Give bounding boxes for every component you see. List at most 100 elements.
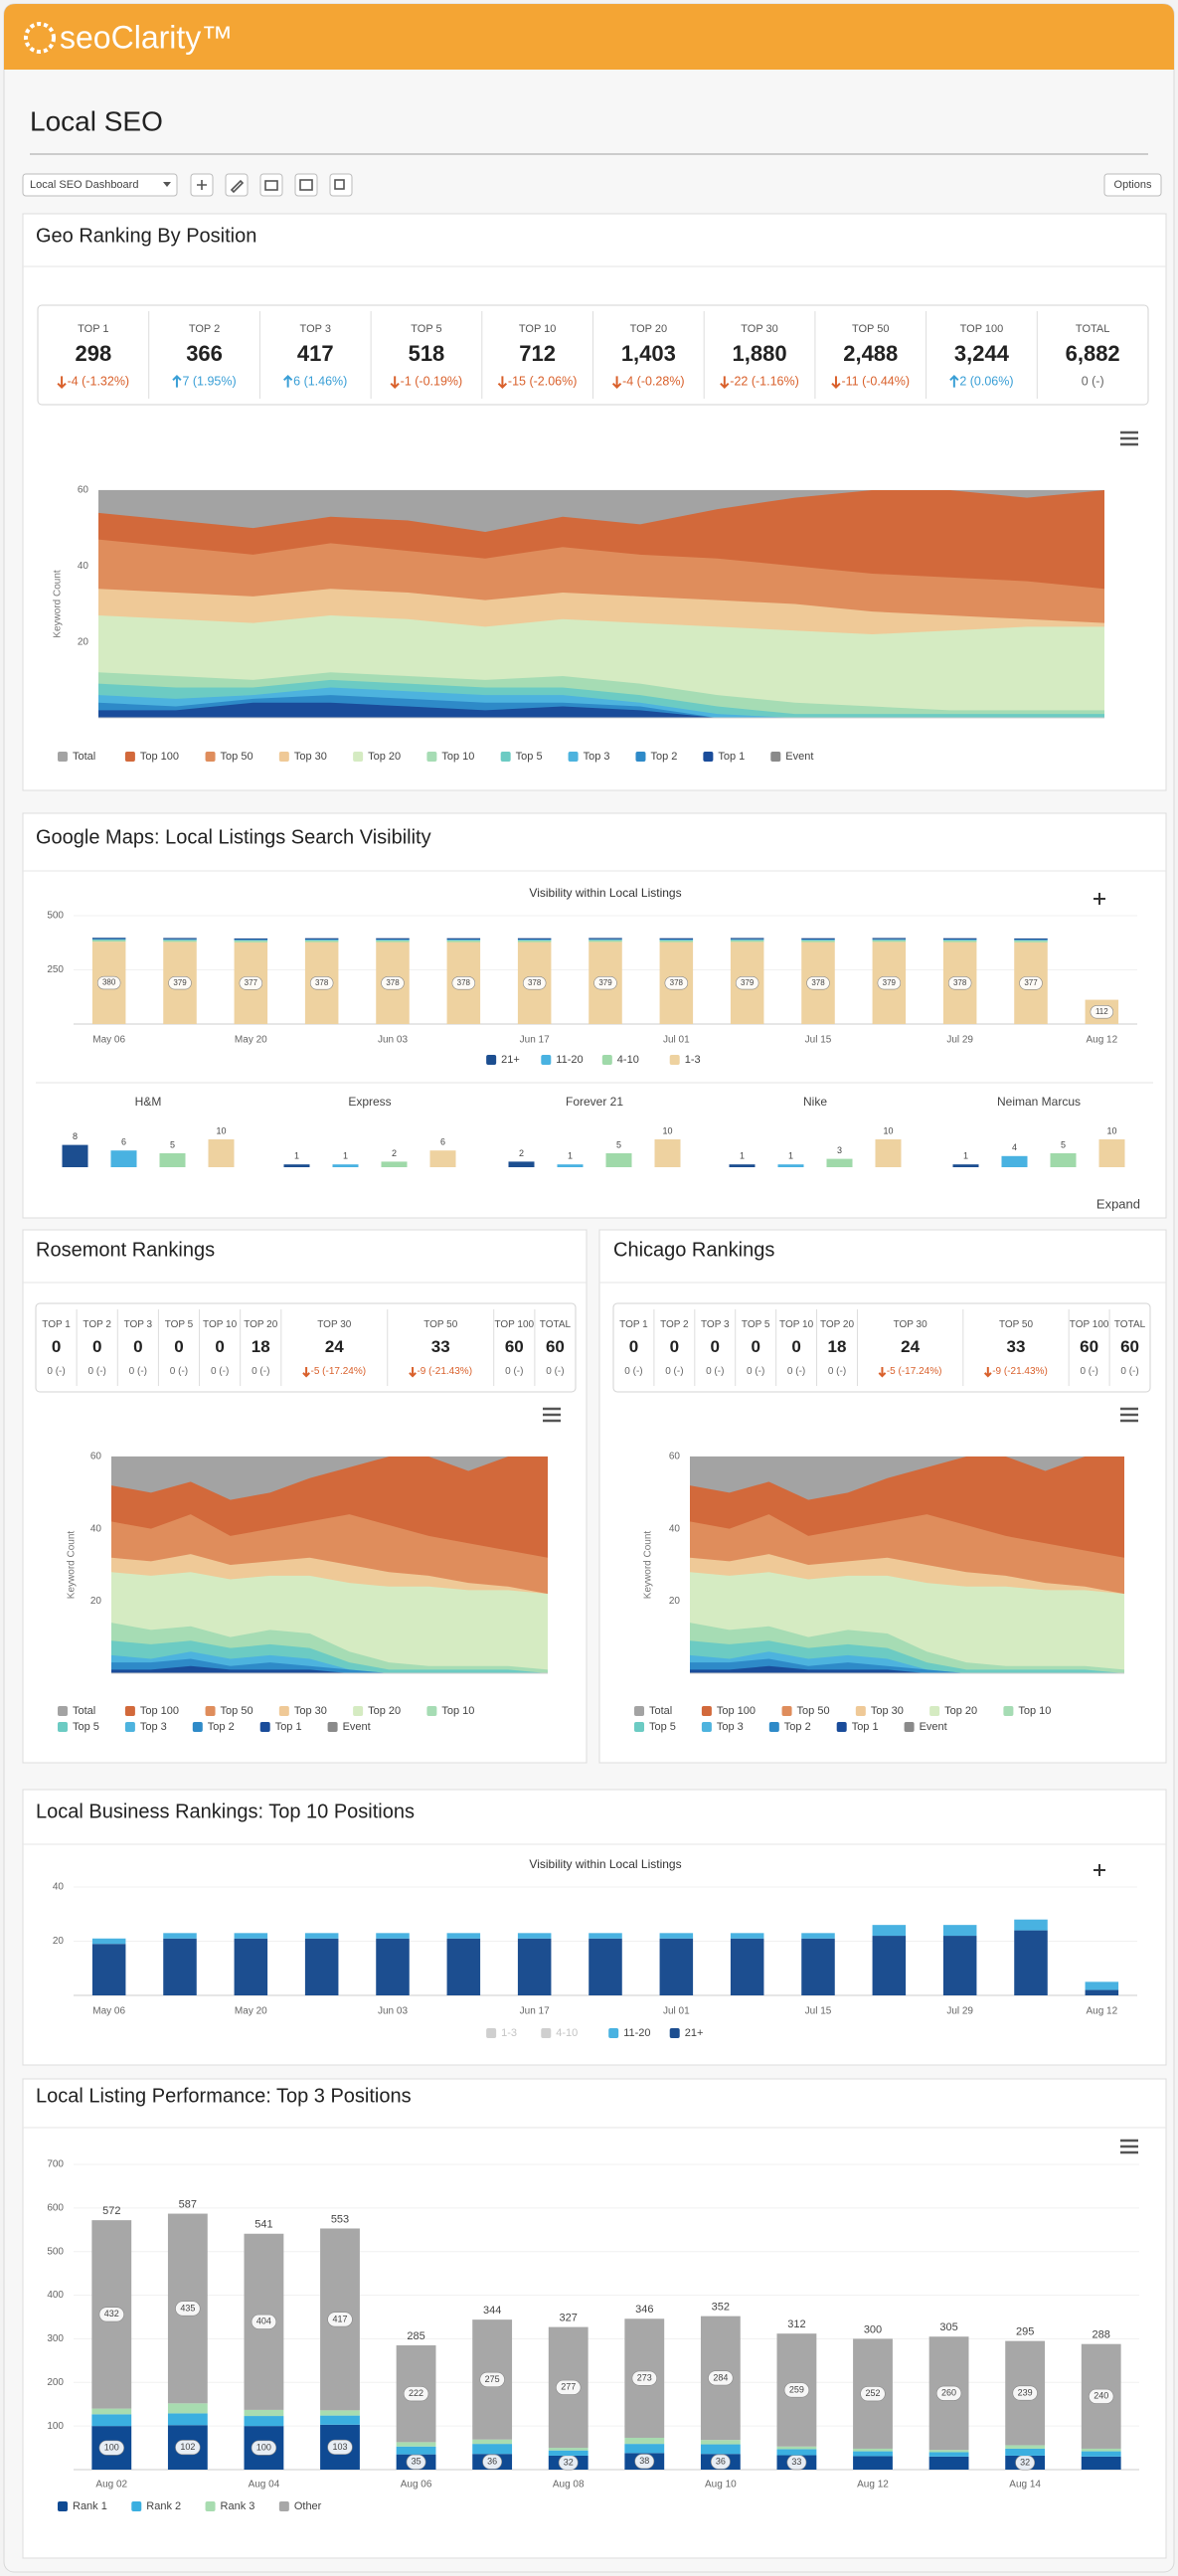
legend-label[interactable]: Total xyxy=(73,1705,95,1717)
legend-swatch[interactable] xyxy=(608,2028,619,2038)
legend-swatch[interactable] xyxy=(703,752,714,762)
legend-label[interactable]: Top 10 xyxy=(441,1705,474,1717)
legend-label[interactable]: Top 30 xyxy=(294,1705,327,1717)
chart-expand[interactable] xyxy=(1094,1864,1105,1876)
legend-swatch[interactable] xyxy=(486,1055,497,1065)
legend-swatch[interactable] xyxy=(669,1055,680,1065)
legend-swatch[interactable] xyxy=(124,1706,135,1716)
legend-label[interactable]: Total xyxy=(73,751,95,763)
legend-label[interactable]: Top 20 xyxy=(368,1705,401,1717)
legend-label[interactable]: Top 5 xyxy=(649,1721,676,1733)
legend-swatch[interactable] xyxy=(486,2028,497,2038)
legend-swatch[interactable] xyxy=(568,752,579,762)
legend-swatch[interactable] xyxy=(768,1722,779,1732)
legend-swatch[interactable] xyxy=(634,1722,644,1732)
legend-label[interactable]: 21+ xyxy=(685,2027,704,2039)
legend-label[interactable]: Top 5 xyxy=(73,1721,99,1733)
legend-label[interactable]: 11-20 xyxy=(623,2027,650,2039)
legend-label[interactable]: Rank 2 xyxy=(146,2500,181,2512)
legend-label[interactable]: Top 2 xyxy=(650,751,677,763)
logo[interactable]: seoClarity™ xyxy=(60,19,233,55)
legend-swatch[interactable] xyxy=(426,1706,437,1716)
legend-label[interactable]: Top 50 xyxy=(221,751,253,763)
legend-label[interactable]: Top 3 xyxy=(717,1721,744,1733)
legend-swatch[interactable] xyxy=(929,1706,940,1716)
legend-label[interactable]: Top 50 xyxy=(797,1705,830,1717)
legend-swatch[interactable] xyxy=(836,1722,847,1732)
chart-menu[interactable] xyxy=(1120,1407,1138,1423)
legend-swatch[interactable] xyxy=(58,1722,68,1732)
legend-swatch[interactable] xyxy=(278,2501,289,2511)
legend-swatch[interactable] xyxy=(205,1706,216,1716)
copy-button[interactable] xyxy=(329,173,353,197)
legend-swatch[interactable] xyxy=(124,752,135,762)
legend-swatch[interactable] xyxy=(278,1706,289,1716)
legend-label[interactable]: Top 20 xyxy=(368,751,401,763)
email-button[interactable] xyxy=(294,173,318,197)
legend-swatch[interactable] xyxy=(781,1706,792,1716)
legend-label[interactable]: Top 100 xyxy=(140,751,179,763)
legend-label[interactable]: Top 1 xyxy=(852,1721,879,1733)
legend-label[interactable]: Other xyxy=(294,2500,322,2512)
chart-menu[interactable] xyxy=(543,1407,561,1423)
legend-swatch[interactable] xyxy=(541,1055,552,1065)
legend-swatch[interactable] xyxy=(353,752,364,762)
legend-label[interactable]: Top 5 xyxy=(516,751,543,763)
legend-swatch[interactable] xyxy=(259,1722,270,1732)
legend-swatch[interactable] xyxy=(541,2028,552,2038)
options-button[interactable] xyxy=(1103,173,1162,197)
legend-label[interactable]: Top 2 xyxy=(208,1721,235,1733)
legend-swatch[interactable] xyxy=(58,1706,68,1716)
legend-label[interactable]: Rank 1 xyxy=(73,2500,107,2512)
legend-swatch[interactable] xyxy=(205,2501,216,2511)
legend-label[interactable]: Event xyxy=(920,1721,947,1733)
legend-label[interactable]: 4-10 xyxy=(617,1054,639,1066)
legend-swatch[interactable] xyxy=(353,1706,364,1716)
legend-label[interactable]: Top 30 xyxy=(871,1705,904,1717)
legend-label[interactable]: Top 20 xyxy=(944,1705,977,1717)
legend-swatch[interactable] xyxy=(426,752,437,762)
chart-expand[interactable] xyxy=(1094,893,1105,905)
legend-label[interactable]: Top 30 xyxy=(294,751,327,763)
legend-swatch[interactable] xyxy=(131,2501,142,2511)
legend-label[interactable]: Top 50 xyxy=(221,1705,253,1717)
legend-label[interactable]: Event xyxy=(785,751,813,763)
legend-label[interactable]: Event xyxy=(343,1721,371,1733)
legend-swatch[interactable] xyxy=(669,2028,680,2038)
legend-label[interactable]: Top 100 xyxy=(717,1705,756,1717)
legend-label[interactable]: Top 2 xyxy=(784,1721,811,1733)
print-button[interactable] xyxy=(259,173,283,197)
legend-swatch[interactable] xyxy=(58,752,68,762)
legend-label[interactable]: Top 10 xyxy=(441,751,474,763)
legend-label[interactable]: 4-10 xyxy=(556,2027,578,2039)
chart-menu[interactable] xyxy=(1120,2139,1138,2154)
expand-link[interactable]: Expand xyxy=(1096,1196,1140,1211)
legend-swatch[interactable] xyxy=(904,1722,915,1732)
legend-swatch[interactable] xyxy=(855,1706,866,1716)
legend-swatch[interactable] xyxy=(327,1722,338,1732)
legend-swatch[interactable] xyxy=(205,752,216,762)
legend-label[interactable]: Top 1 xyxy=(275,1721,302,1733)
legend-label[interactable]: Rank 3 xyxy=(221,2500,255,2512)
legend-label[interactable]: Top 10 xyxy=(1018,1705,1051,1717)
legend-label[interactable]: Top 100 xyxy=(140,1705,179,1717)
options-label[interactable]: Options xyxy=(1114,179,1152,191)
chart-menu[interactable] xyxy=(1120,430,1138,446)
legend-label[interactable]: 1-3 xyxy=(685,1054,701,1066)
legend-label[interactable]: Total xyxy=(649,1705,672,1717)
legend-swatch[interactable] xyxy=(124,1722,135,1732)
legend-label[interactable]: 11-20 xyxy=(556,1054,583,1066)
legend-label[interactable]: Top 3 xyxy=(140,1721,167,1733)
legend-swatch[interactable] xyxy=(770,752,781,762)
legend-swatch[interactable] xyxy=(601,1055,612,1065)
legend-swatch[interactable] xyxy=(1003,1706,1014,1716)
legend-label[interactable]: 1-3 xyxy=(501,2027,517,2039)
legend-label[interactable]: Top 1 xyxy=(718,751,745,763)
legend-swatch[interactable] xyxy=(634,1706,644,1716)
dashboard-dropdown[interactable] xyxy=(22,173,178,197)
legend-swatch[interactable] xyxy=(635,752,646,762)
legend-swatch[interactable] xyxy=(701,1706,712,1716)
dashboard-dropdown-label[interactable]: Local SEO Dashboard xyxy=(30,179,138,191)
legend-swatch[interactable] xyxy=(701,1722,712,1732)
legend-label[interactable]: 21+ xyxy=(501,1054,520,1066)
